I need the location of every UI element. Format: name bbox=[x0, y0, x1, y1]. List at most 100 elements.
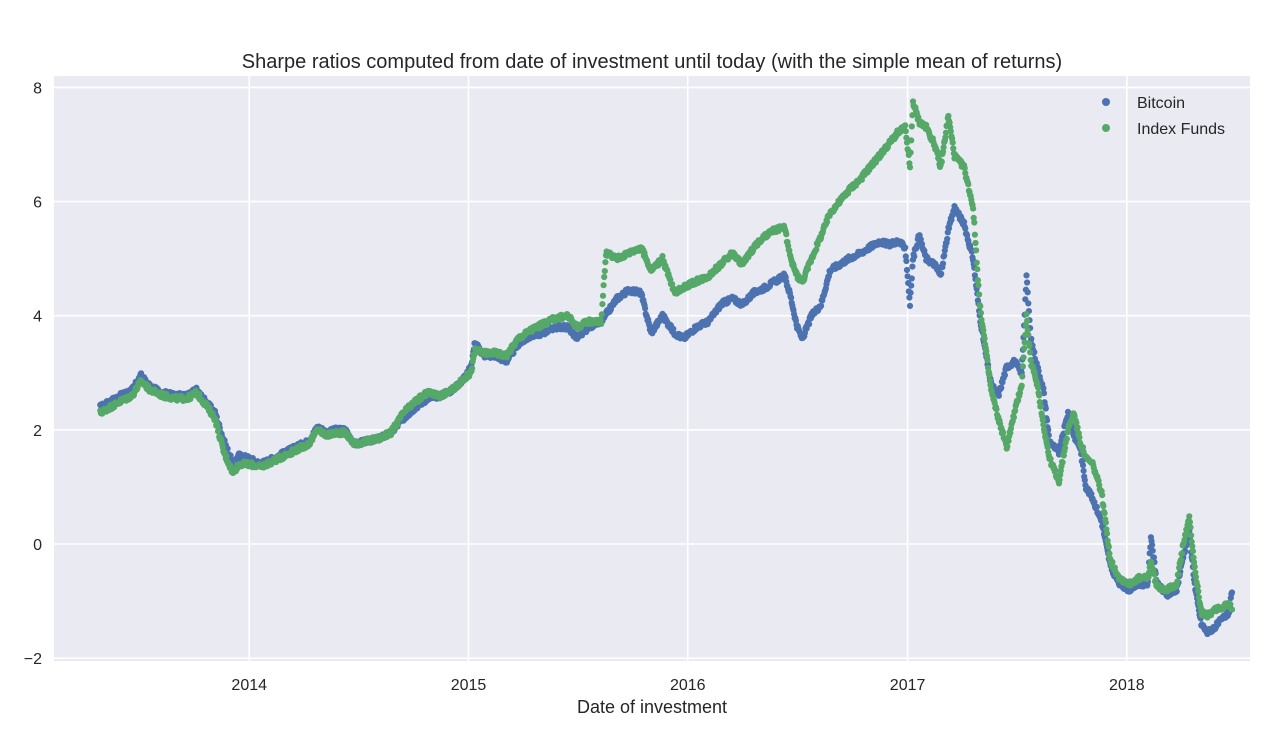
index-funds-point bbox=[1179, 550, 1186, 557]
index-funds-point bbox=[976, 291, 983, 298]
bitcoin-point bbox=[938, 270, 945, 277]
bitcoin-point bbox=[1024, 289, 1031, 296]
legend-label-index-funds: Index Funds bbox=[1137, 121, 1225, 138]
index-funds-point bbox=[1034, 384, 1042, 391]
x-tick-label: 2014 bbox=[231, 677, 267, 694]
index-funds-point bbox=[1005, 437, 1012, 445]
index-funds-point bbox=[908, 137, 915, 144]
grid-lines bbox=[54, 76, 1250, 661]
index-funds-point bbox=[987, 382, 994, 389]
bitcoin-point bbox=[1150, 554, 1157, 561]
index-funds-point bbox=[1040, 421, 1047, 428]
index-funds-point bbox=[970, 214, 977, 221]
y-tick-label: 6 bbox=[33, 195, 42, 212]
index-funds-point bbox=[902, 122, 909, 129]
bitcoin-point bbox=[908, 282, 915, 289]
bitcoin-point bbox=[906, 302, 914, 309]
index-funds-point bbox=[983, 352, 991, 359]
index-funds-point bbox=[902, 128, 909, 135]
x-axis-ticks: 2014 2015 2016 2017 2018 bbox=[231, 677, 1144, 694]
bitcoin-point bbox=[961, 218, 968, 225]
index-funds-point bbox=[907, 149, 914, 156]
index-funds-point bbox=[1195, 594, 1202, 601]
index-funds-point bbox=[1010, 414, 1018, 421]
index-funds-point bbox=[599, 292, 607, 299]
bitcoin-point bbox=[1093, 503, 1100, 510]
index-funds-point bbox=[1099, 492, 1106, 499]
bitcoin-point bbox=[806, 321, 813, 328]
bitcoin-point bbox=[1228, 589, 1236, 596]
bitcoin-point bbox=[941, 252, 948, 259]
y-tick-label: 0 bbox=[33, 537, 42, 554]
index-funds-point bbox=[962, 170, 969, 177]
index-funds-point bbox=[1059, 459, 1066, 466]
bitcoin-point bbox=[1001, 372, 1009, 379]
index-funds-point bbox=[1102, 519, 1109, 526]
index-funds-point bbox=[1026, 342, 1033, 349]
bitcoin-point bbox=[998, 384, 1005, 391]
bitcoin-point bbox=[1023, 272, 1030, 279]
bitcoin-point bbox=[818, 302, 825, 309]
index-funds-point bbox=[970, 205, 977, 212]
bitcoin-point bbox=[1025, 300, 1032, 307]
x-tick-label: 2017 bbox=[890, 677, 926, 694]
index-funds-point bbox=[993, 406, 1000, 413]
y-tick-label: 2 bbox=[33, 423, 42, 440]
bitcoin-point bbox=[1149, 541, 1156, 549]
index-funds-point bbox=[1195, 588, 1202, 595]
index-funds-point bbox=[1037, 403, 1045, 410]
index-funds-point bbox=[1052, 467, 1059, 474]
index-funds-point bbox=[601, 268, 608, 275]
index-funds-point bbox=[1076, 434, 1083, 441]
index-funds-point bbox=[1063, 435, 1070, 442]
index-funds-point bbox=[1024, 317, 1031, 324]
bitcoin-point bbox=[1081, 477, 1088, 484]
index-funds-point bbox=[804, 266, 812, 273]
index-funds-series bbox=[97, 98, 1236, 621]
y-axis-ticks: −2 0 2 4 6 8 bbox=[24, 80, 42, 668]
index-funds-point bbox=[977, 303, 984, 310]
index-funds-point bbox=[961, 165, 968, 172]
chart-title: Sharpe ratios computed from date of inve… bbox=[242, 51, 1062, 73]
index-funds-point bbox=[600, 282, 607, 289]
index-funds-point bbox=[973, 247, 980, 254]
index-funds-point bbox=[1105, 543, 1112, 551]
index-funds-point bbox=[1101, 510, 1108, 517]
index-funds-point bbox=[1188, 532, 1195, 539]
index-funds-point bbox=[940, 144, 947, 151]
index-funds-point bbox=[1186, 513, 1193, 520]
index-funds-point bbox=[1047, 455, 1054, 462]
index-funds-point bbox=[974, 266, 981, 273]
index-funds-point bbox=[1024, 327, 1031, 334]
index-funds-point bbox=[1012, 407, 1019, 414]
index-funds-point bbox=[1187, 524, 1194, 531]
legend-label-bitcoin: Bitcoin bbox=[1137, 95, 1185, 112]
bitcoin-point bbox=[962, 225, 969, 232]
index-funds-point bbox=[974, 277, 982, 284]
plot-background bbox=[54, 76, 1250, 661]
bitcoin-point bbox=[939, 260, 947, 267]
index-funds-point bbox=[1018, 382, 1025, 389]
index-funds-point bbox=[1109, 559, 1116, 566]
index-funds-point bbox=[1152, 576, 1159, 584]
index-funds-point bbox=[1106, 550, 1113, 557]
bitcoin-point bbox=[642, 305, 649, 312]
index-funds-point bbox=[858, 176, 866, 183]
bitcoin-point bbox=[911, 253, 918, 260]
bitcoin-point bbox=[1088, 490, 1095, 497]
bitcoin-point bbox=[1079, 462, 1087, 469]
bitcoin-point bbox=[903, 266, 911, 274]
index-funds-point bbox=[1025, 331, 1032, 338]
bitcoin-point bbox=[995, 392, 1003, 399]
index-funds-point bbox=[824, 218, 831, 225]
index-funds-point bbox=[949, 139, 956, 146]
index-funds-point bbox=[971, 219, 978, 226]
x-tick-label: 2018 bbox=[1109, 677, 1145, 694]
index-funds-point bbox=[942, 134, 949, 141]
index-funds-point bbox=[598, 320, 605, 327]
index-funds-point bbox=[938, 158, 945, 165]
index-funds-point bbox=[908, 123, 915, 130]
index-funds-point bbox=[980, 327, 987, 334]
bitcoin-point bbox=[906, 294, 913, 301]
